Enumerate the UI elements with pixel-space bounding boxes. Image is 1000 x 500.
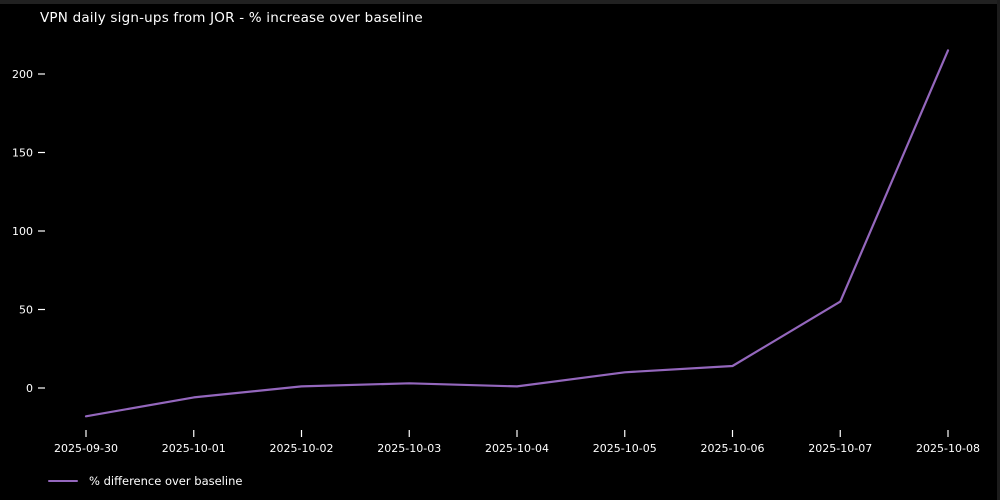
x-axis-tick-label: 2025-10-01	[162, 442, 226, 455]
legend-label: % difference over baseline	[89, 474, 243, 488]
x-axis-tick-label: 2025-10-06	[701, 442, 765, 455]
x-axis-tick-label: 2025-10-02	[270, 442, 334, 455]
y-axis-tick-label: 0	[26, 382, 33, 395]
data-series-line	[84, 49, 950, 418]
x-axis-tick-label: 2025-10-05	[593, 442, 657, 455]
y-axis-tick-label: 50	[19, 304, 33, 317]
x-axis-tick-label: 2025-10-03	[377, 442, 441, 455]
x-axis-tick-label: 2025-10-07	[808, 442, 872, 455]
y-axis-tick-label: 150	[12, 147, 33, 160]
window-top-edge	[0, 0, 1000, 4]
window-right-edge	[997, 0, 1000, 500]
x-axis-tick-label: 2025-10-04	[485, 442, 549, 455]
line-plot-canvas: 0 50 100 150 200 2025-09-30 2025-10-01 2025-10-…	[12, 49, 980, 455]
y-axis-tick-label: 200	[12, 68, 33, 81]
x-axis-tick-label: 2025-09-30	[54, 442, 118, 455]
legend: % difference over baseline	[48, 474, 242, 488]
y-axis-tick-label: 100	[12, 225, 33, 238]
chart-title: VPN daily sign-ups from JOR - % increase…	[40, 10, 423, 26]
legend-line-swatch	[48, 480, 78, 482]
x-axis-tick-label: 2025-10-08	[916, 442, 980, 455]
